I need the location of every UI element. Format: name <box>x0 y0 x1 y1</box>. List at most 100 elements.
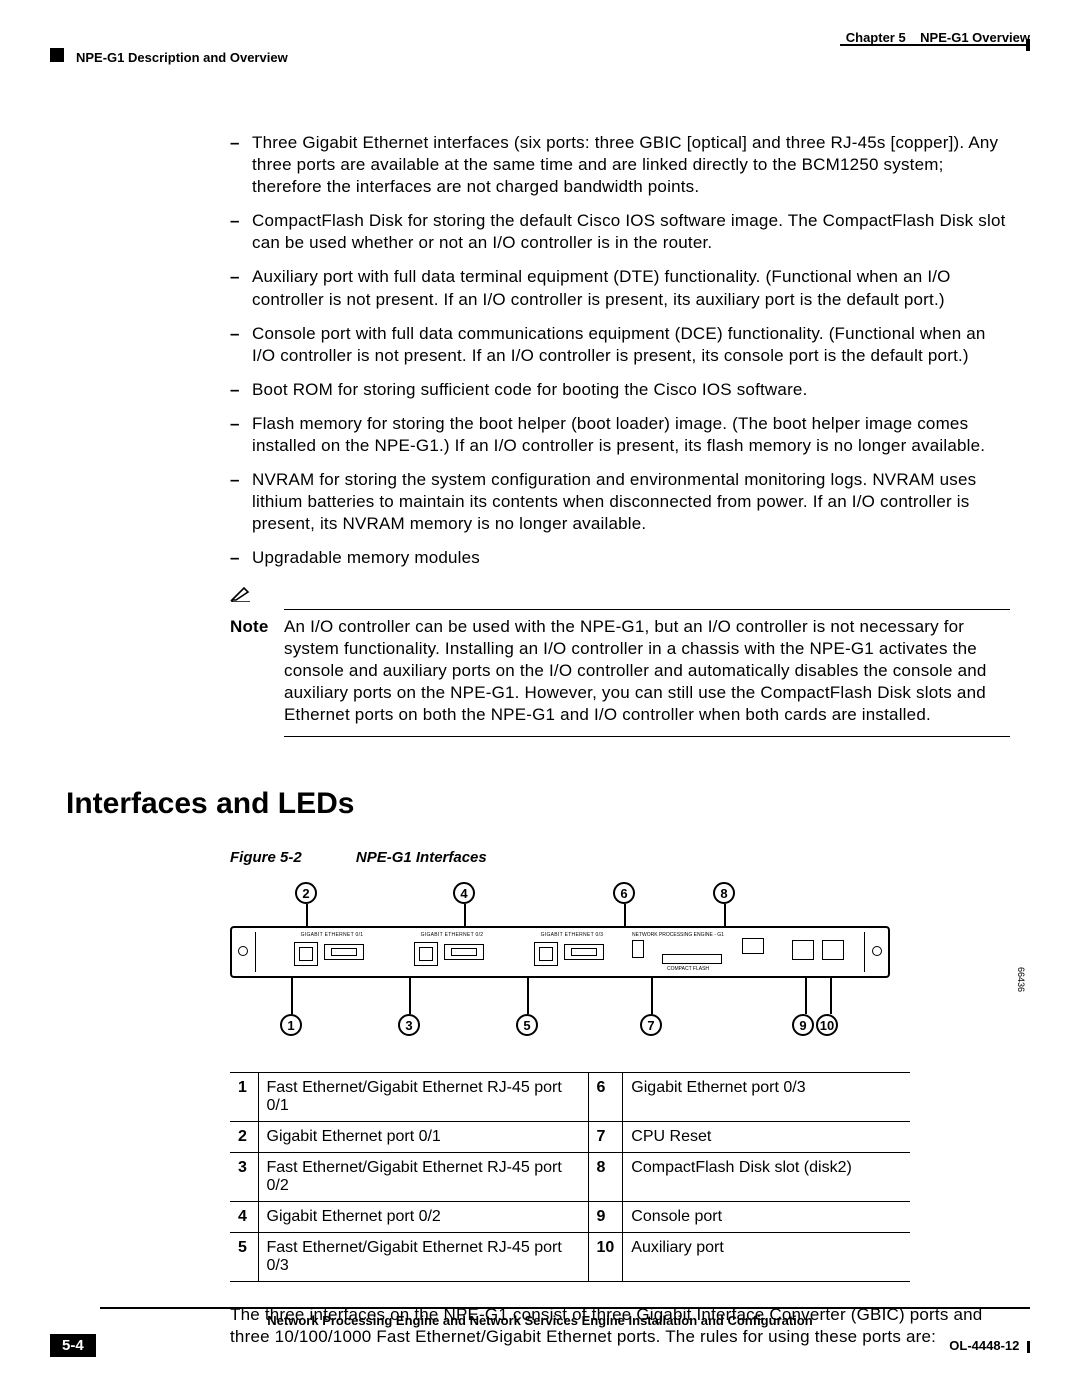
bullet-list: Three Gigabit Ethernet interfaces (six p… <box>230 132 1010 570</box>
callout-line <box>527 978 529 1014</box>
cell-desc: Console port <box>623 1201 910 1232</box>
gbic-port <box>444 944 484 960</box>
header-chapter: Chapter 5 NPE-G1 Overview <box>846 30 1030 45</box>
callout-5: 5 <box>516 1014 538 1036</box>
content-body: Three Gigabit Ethernet interfaces (six p… <box>230 132 1010 737</box>
section-heading: Interfaces and LEDs <box>66 787 1030 821</box>
processor-label: NETWORK PROCESSING ENGINE - G1 <box>632 932 724 938</box>
bullet-item: CompactFlash Disk for storing the defaul… <box>230 210 1010 254</box>
cell-desc: Fast Ethernet/Gigabit Ethernet RJ-45 por… <box>258 1152 588 1201</box>
chapter-title: NPE-G1 Overview <box>920 30 1030 45</box>
note-label: Note <box>230 616 284 726</box>
chapter-label: Chapter 5 <box>846 30 906 45</box>
doc-id: OL-4448-12 <box>949 1338 1030 1353</box>
cell-desc: Fast Ethernet/Gigabit Ethernet RJ-45 por… <box>258 1232 588 1281</box>
header-square-icon <box>50 48 64 62</box>
cell-num: 5 <box>230 1232 258 1281</box>
callout-2: 2 <box>295 882 317 904</box>
header-rule <box>840 44 1030 46</box>
chassis-outline: GIGABIT ETHERNET 0/1 GIGABIT ETHERNET 0/… <box>230 926 890 978</box>
footer-doc-title: Network Processing Engine and Network Se… <box>50 1313 1030 1328</box>
bullet-item: Boot ROM for storing sufficient code for… <box>230 379 1010 401</box>
footer-rule <box>100 1307 1030 1309</box>
cell-desc: Auxiliary port <box>623 1232 910 1281</box>
cell-num: 1 <box>230 1072 258 1121</box>
figure-diagram: 2 4 6 8 GIGABIT ETHERNET 0/1 GIGABIT ETH… <box>230 882 1010 1052</box>
cpu-reset <box>632 940 644 958</box>
callout-3: 3 <box>398 1014 420 1036</box>
rj45-port <box>294 942 318 966</box>
note-block: Note An I/O controller can be used with … <box>230 584 1010 737</box>
callout-1: 1 <box>280 1014 302 1036</box>
cell-desc: CPU Reset <box>623 1121 910 1152</box>
gbic-port <box>324 944 364 960</box>
bullet-item: Flash memory for storing the boot helper… <box>230 413 1010 457</box>
callout-10: 10 <box>816 1014 838 1036</box>
cell-desc: Gigabit Ethernet port 0/1 <box>258 1121 588 1152</box>
figure-caption: Figure 5-2 NPE-G1 Interfaces <box>230 849 1030 866</box>
cell-num: 8 <box>588 1152 623 1201</box>
note-rule-bottom <box>284 736 1010 737</box>
callout-line <box>291 978 293 1014</box>
rj45-port <box>534 942 558 966</box>
rj45-port <box>414 942 438 966</box>
port-group-3: GIGABIT ETHERNET 0/3 <box>532 934 612 974</box>
header-bar-end <box>1026 39 1030 51</box>
callout-4: 4 <box>453 882 475 904</box>
cell-desc: Gigabit Ethernet port 0/3 <box>623 1072 910 1121</box>
table-row: 2 Gigabit Ethernet port 0/1 7 CPU Reset <box>230 1121 910 1152</box>
page-footer: Network Processing Engine and Network Se… <box>50 1307 1030 1357</box>
cell-num: 9 <box>588 1201 623 1232</box>
port-label: GIGABIT ETHERNET 0/1 <box>292 932 372 938</box>
cell-num: 4 <box>230 1201 258 1232</box>
card-slot <box>742 938 764 954</box>
pencil-icon <box>230 584 252 607</box>
doc-id-text: OL-4448-12 <box>949 1338 1019 1353</box>
gbic-port <box>564 944 604 960</box>
port-group-1: GIGABIT ETHERNET 0/1 <box>292 934 372 974</box>
note-text: An I/O controller can be used with the N… <box>284 616 1010 726</box>
callout-6: 6 <box>613 882 635 904</box>
page: Chapter 5 NPE-G1 Overview NPE-G1 Descrip… <box>0 0 1080 1397</box>
ports-table: 1 Fast Ethernet/Gigabit Ethernet RJ-45 p… <box>230 1072 910 1282</box>
cell-num: 6 <box>588 1072 623 1121</box>
callout-line <box>651 978 653 1014</box>
cell-num: 2 <box>230 1121 258 1152</box>
cell-desc: Fast Ethernet/Gigabit Ethernet RJ-45 por… <box>258 1072 588 1121</box>
bullet-item: NVRAM for storing the system configurati… <box>230 469 1010 535</box>
cell-num: 3 <box>230 1152 258 1201</box>
callout-line <box>830 978 832 1014</box>
cell-desc: CompactFlash Disk slot (disk2) <box>623 1152 910 1201</box>
callout-7: 7 <box>640 1014 662 1036</box>
table-row: 1 Fast Ethernet/Gigabit Ethernet RJ-45 p… <box>230 1072 910 1121</box>
figure-label: Figure 5-2 <box>230 849 302 866</box>
callout-line <box>409 978 411 1014</box>
table-row: 3 Fast Ethernet/Gigabit Ethernet RJ-45 p… <box>230 1152 910 1201</box>
cell-num: 10 <box>588 1232 623 1281</box>
page-header: Chapter 5 NPE-G1 Overview NPE-G1 Descrip… <box>50 30 1030 72</box>
callout-9: 9 <box>792 1014 814 1036</box>
diagram-id: 66436 <box>1016 967 1026 992</box>
bullet-item: Console port with full data communicatio… <box>230 323 1010 367</box>
bullet-item: Three Gigabit Ethernet interfaces (six p… <box>230 132 1010 198</box>
cell-num: 7 <box>588 1121 623 1152</box>
chassis-edge <box>864 932 884 972</box>
callout-line <box>805 978 807 1014</box>
port-group-2: GIGABIT ETHERNET 0/2 <box>412 934 492 974</box>
figure-title: NPE-G1 Interfaces <box>356 849 487 866</box>
port-label: GIGABIT ETHERNET 0/3 <box>532 932 612 938</box>
page-number: 5-4 <box>50 1334 96 1357</box>
port-label: GIGABIT ETHERNET 0/2 <box>412 932 492 938</box>
cf-label: COMPACT FLASH <box>667 966 709 972</box>
table-row: 4 Gigabit Ethernet port 0/2 9 Console po… <box>230 1201 910 1232</box>
note-rule-top <box>284 609 1010 610</box>
doc-id-bar-icon <box>1027 1341 1030 1353</box>
callout-8: 8 <box>713 882 735 904</box>
console-port <box>792 940 814 960</box>
cell-desc: Gigabit Ethernet port 0/2 <box>258 1201 588 1232</box>
bullet-item: Auxiliary port with full data terminal e… <box>230 266 1010 310</box>
aux-port <box>822 940 844 960</box>
header-section: NPE-G1 Description and Overview <box>76 50 288 65</box>
compactflash-slot <box>662 954 722 964</box>
bullet-item: Upgradable memory modules <box>230 547 1010 569</box>
